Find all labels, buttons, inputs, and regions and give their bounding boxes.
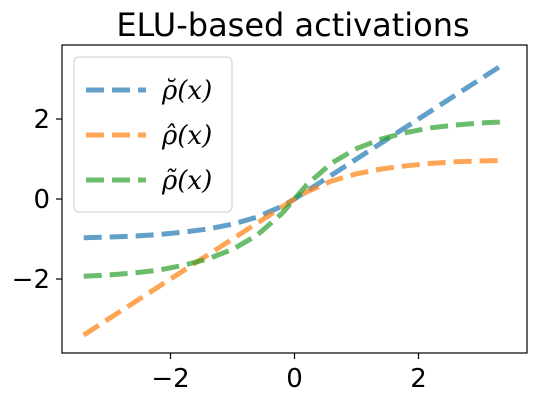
series-line-1 — [82, 157, 506, 338]
ticks-layer: −2 0 2 −2 0 2 — [12, 105, 427, 394]
chart-title: ELU-based activations — [116, 6, 469, 44]
legend-frame — [73, 56, 233, 213]
x-tick-label-0: −2 — [151, 364, 189, 394]
legend-label-2: ρ̃(x) — [161, 166, 212, 196]
series-line-2 — [83, 119, 506, 279]
y-tick-label-1: 0 — [33, 185, 50, 215]
y-tick-label-0: −2 — [12, 265, 50, 295]
x-tick-label-2: 2 — [410, 364, 427, 394]
legend: ρ̆(x) ρ̂(x) ρ̃(x) — [73, 56, 233, 213]
x-tick-label-1: 0 — [286, 364, 303, 394]
y-tick-label-2: 2 — [33, 105, 50, 135]
legend-label-0: ρ̆(x) — [161, 76, 212, 106]
legend-label-1: ρ̂(x) — [161, 121, 212, 151]
series-layer — [82, 60, 507, 338]
